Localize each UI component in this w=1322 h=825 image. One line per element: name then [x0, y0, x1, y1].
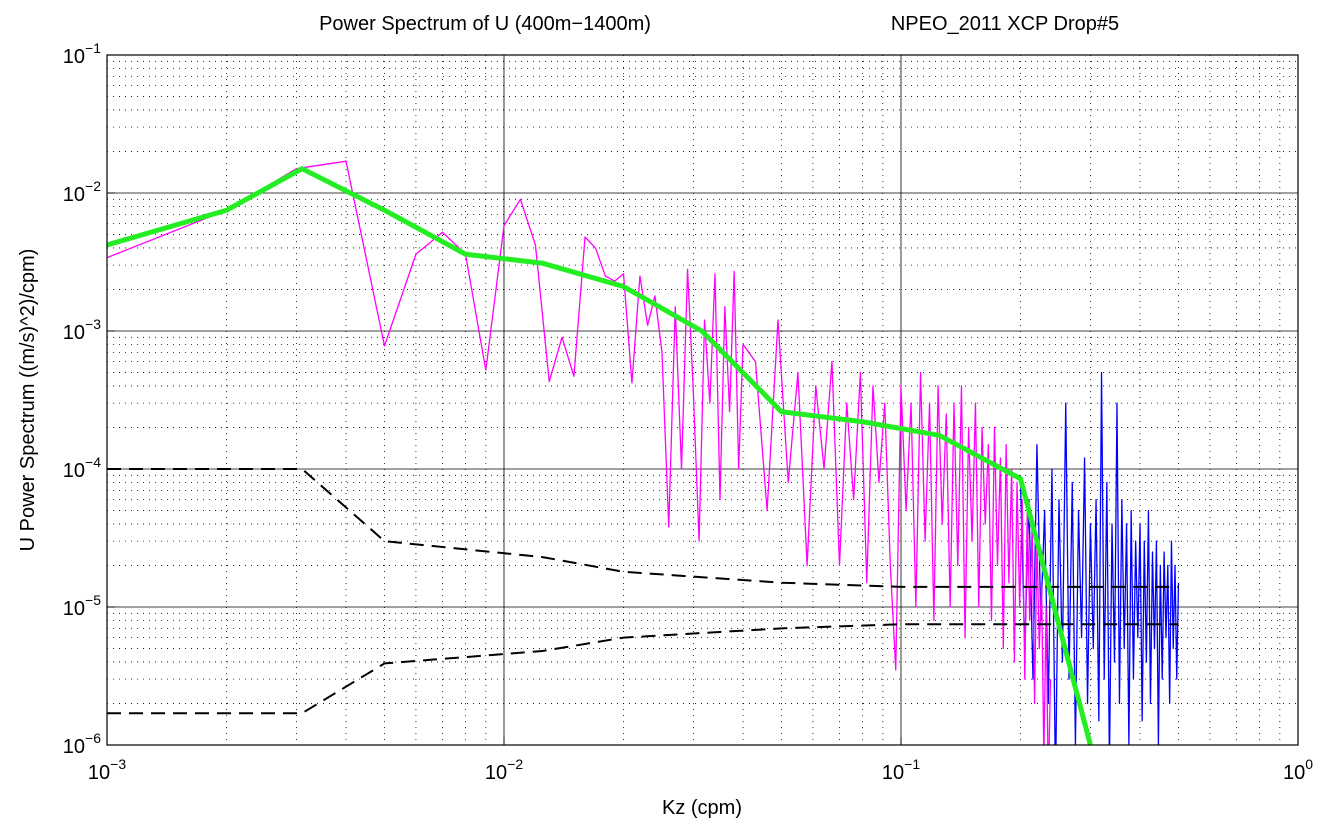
plot-lines: [107, 160, 1180, 745]
x-tick-label: 10−3: [88, 756, 126, 784]
series-line: [1019, 371, 1180, 745]
y-tick-label: 10−4: [63, 454, 101, 482]
y-tick-label: 10−6: [63, 730, 101, 758]
y-tick-label: 10−2: [63, 178, 101, 206]
y-tick-label: 10−1: [63, 40, 101, 68]
x-tick-label: 10−1: [882, 756, 920, 784]
series-line: [107, 166, 1093, 745]
y-tick-label: 10−3: [63, 316, 101, 344]
ticks: 10−3 10−2 10−1 100 10−6 10−5 10−4 10−3 10−2 10−1: [63, 40, 1313, 784]
y-axis-label: U Power Spectrum ((m/s)^2)/cpm): [17, 249, 39, 552]
chart-title: Power Spectrum of U (400m−1400m): [319, 13, 651, 35]
series-line: [107, 468, 1179, 588]
x-tick-label: 10−2: [485, 756, 523, 784]
x-tick-label: 100: [1283, 756, 1313, 784]
series-line: [107, 623, 1179, 715]
plot-frame: [106, 54, 1299, 746]
chart-subtitle: NPEO_2011 XCP Drop#5: [891, 13, 1119, 35]
series-line: [107, 160, 1052, 745]
y-tick-label: 10−5: [63, 592, 101, 620]
x-axis-label: Kz (cpm): [662, 797, 742, 819]
